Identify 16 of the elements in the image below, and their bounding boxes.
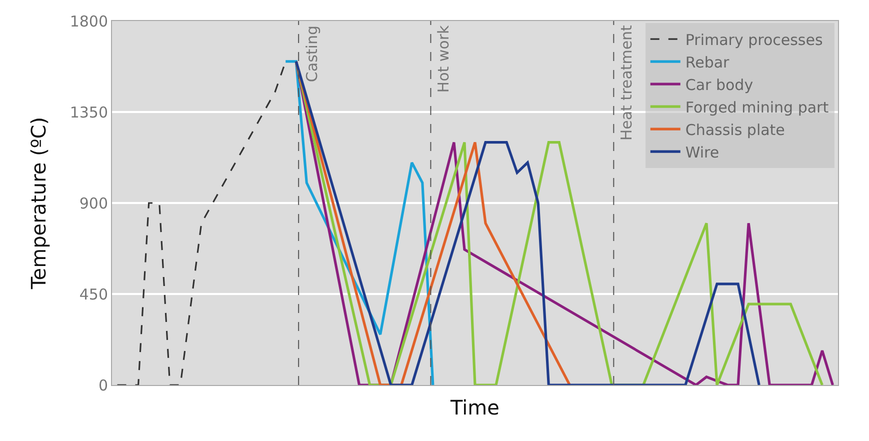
y-tick-label: 450: [79, 285, 108, 304]
legend-label: Rebar: [685, 53, 730, 72]
y-tick-label: 900: [79, 194, 108, 212]
legend-label: Forged mining part: [685, 98, 829, 116]
annotation: Hot work: [434, 24, 453, 93]
annotation: Heat treatment: [618, 24, 636, 141]
y-tick-label: 1350: [70, 103, 108, 122]
y-axis-title: Temperature (ºC): [26, 116, 50, 290]
legend-label: Car body: [685, 76, 754, 94]
legend-label: Primary processes: [685, 30, 823, 49]
y-tick-label: 1800: [70, 12, 108, 30]
y-tick-label: 0: [98, 376, 108, 394]
x-axis-title: Time: [450, 396, 500, 420]
annotation: Casting: [303, 26, 322, 82]
legend-label: Wire: [685, 143, 720, 162]
legend-label: Chassis plate: [685, 120, 785, 139]
